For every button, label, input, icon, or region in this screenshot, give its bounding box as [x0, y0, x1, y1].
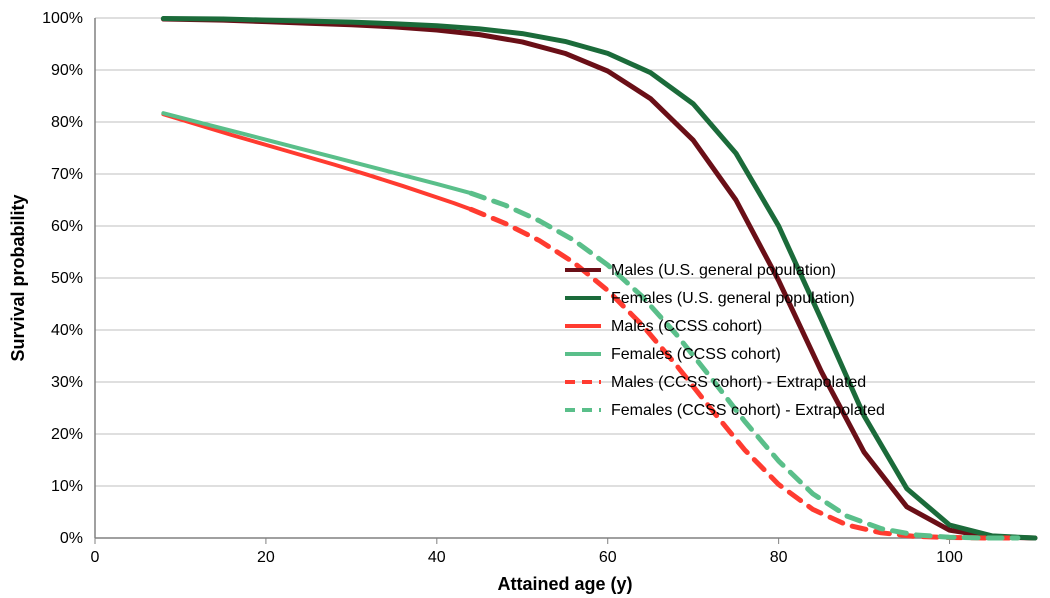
chart-svg: 0% 10% 20% 30% 40% 50% 60% 70% 80% 90% 100% 0 20 40 60… — [0, 0, 1050, 598]
legend-label: Males (CCSS cohort) — [611, 318, 762, 335]
y-tick-label: 90% — [51, 62, 83, 79]
x-tick-label: 0 — [91, 549, 100, 566]
x-axis-label: Attained age (y) — [497, 574, 632, 594]
y-tick-label: 0% — [60, 530, 83, 547]
y-tick-label: 100% — [42, 10, 83, 27]
x-tick-label: 40 — [428, 549, 446, 566]
x-tick-label: 80 — [770, 549, 788, 566]
y-tick-label: 20% — [51, 426, 83, 443]
x-tick-label: 100 — [936, 549, 963, 566]
chart-bg — [0, 0, 1050, 598]
survival-chart: 0% 10% 20% 30% 40% 50% 60% 70% 80% 90% 100% 0 20 40 60… — [0, 0, 1050, 598]
y-tick-label: 40% — [51, 322, 83, 339]
legend-label: Males (CCSS cohort) - Extrapolated — [611, 374, 866, 391]
y-tick-label: 50% — [51, 270, 83, 287]
legend-label: Males (U.S. general population) — [611, 262, 836, 279]
x-tick-label: 60 — [599, 549, 617, 566]
y-tick-label: 80% — [51, 114, 83, 131]
x-tick-label: 20 — [257, 549, 275, 566]
legend-label: Females (CCSS cohort) - Extrapolated — [611, 402, 885, 419]
legend-label: Females (CCSS cohort) — [611, 346, 781, 363]
y-tick-label: 10% — [51, 478, 83, 495]
y-tick-label: 70% — [51, 166, 83, 183]
legend-label: Females (U.S. general population) — [611, 290, 855, 307]
y-tick-label: 60% — [51, 218, 83, 235]
y-tick-label: 30% — [51, 374, 83, 391]
y-axis-label: Survival probability — [8, 194, 28, 361]
